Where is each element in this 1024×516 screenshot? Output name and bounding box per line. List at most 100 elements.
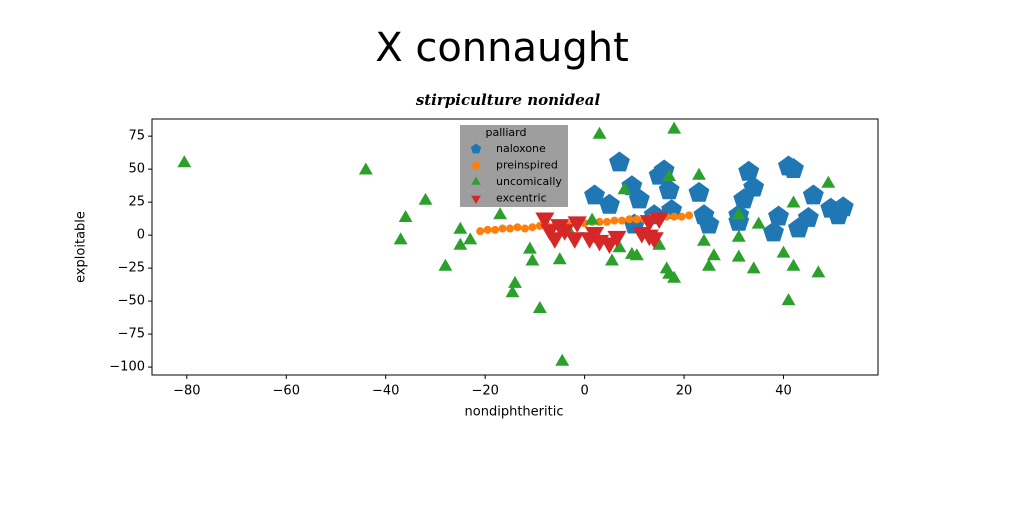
point (358, 162, 373, 175)
point (649, 212, 669, 229)
plot-area (177, 121, 854, 366)
legend-label: uncomically (496, 175, 562, 188)
point (644, 232, 664, 249)
point (520, 224, 529, 233)
point (763, 221, 784, 242)
x-axis-label: nondiphtheritic (465, 405, 564, 420)
point (523, 241, 537, 254)
point (592, 126, 607, 139)
point (177, 155, 192, 168)
point (505, 285, 520, 298)
point (628, 188, 650, 209)
point (821, 175, 836, 188)
point (453, 237, 468, 250)
legend: palliard naloxone preinspired uncomically ex… (460, 125, 568, 207)
point (463, 232, 478, 245)
point (783, 158, 804, 178)
legend-marker (470, 143, 482, 154)
point (609, 151, 630, 172)
point (731, 249, 746, 262)
point (508, 275, 522, 288)
axes-frame (151, 118, 879, 376)
point (438, 258, 453, 271)
x-tick-label: 20 (676, 384, 693, 399)
point (584, 184, 605, 205)
point (731, 207, 746, 220)
point (605, 253, 619, 266)
y-tick-label: 50 (128, 162, 145, 177)
point (498, 224, 507, 233)
point (599, 193, 620, 214)
point (398, 210, 413, 222)
point (738, 160, 760, 181)
y-tick-label: 75 (128, 129, 145, 144)
legend-label: preinspired (496, 159, 558, 172)
point (617, 216, 626, 225)
point (632, 227, 652, 244)
point (617, 182, 632, 195)
point (585, 227, 605, 244)
point (827, 204, 849, 225)
point (393, 232, 408, 245)
point (585, 212, 599, 225)
point (698, 213, 720, 234)
point (677, 212, 686, 221)
point (555, 353, 570, 366)
point (670, 212, 679, 221)
point (802, 184, 824, 205)
point (525, 253, 540, 266)
x-tick-label: −40 (372, 384, 399, 399)
point (629, 248, 644, 261)
point (453, 221, 468, 234)
chart-subtitle: stirpiculture nonideal (416, 91, 601, 109)
point (776, 245, 791, 258)
y-tick-label: 25 (128, 195, 145, 210)
legend-label: excentric (496, 192, 547, 205)
point (811, 265, 826, 278)
x-tick-label: 0 (580, 384, 588, 399)
point (552, 252, 567, 265)
point (610, 216, 619, 225)
point (513, 223, 522, 232)
point (532, 301, 547, 313)
point (493, 207, 507, 220)
y-tick-label: −100 (109, 360, 145, 375)
point (728, 210, 750, 231)
point (632, 215, 641, 224)
point (483, 225, 492, 234)
point (506, 224, 515, 233)
x-tick-label: −80 (173, 384, 200, 399)
point (555, 224, 575, 241)
point (768, 205, 789, 226)
point (786, 195, 801, 208)
y-tick-label: −50 (118, 294, 145, 309)
point (692, 167, 706, 180)
point (491, 225, 500, 234)
point (697, 233, 711, 246)
point (667, 121, 682, 134)
point (688, 181, 710, 202)
point (743, 176, 765, 197)
point (535, 212, 555, 229)
point (658, 179, 680, 200)
point (662, 169, 677, 182)
point (786, 258, 801, 271)
legend-marker (472, 161, 480, 170)
point (625, 215, 634, 224)
point (567, 216, 587, 233)
x-tick-label: −60 (273, 384, 300, 399)
point (528, 223, 537, 232)
point (685, 211, 694, 220)
point (788, 217, 809, 238)
point (751, 216, 766, 229)
legend-title: palliard (486, 126, 527, 139)
point (707, 248, 721, 261)
point (600, 237, 619, 254)
point (702, 258, 716, 271)
y-tick-label: −75 (118, 327, 145, 342)
point (746, 261, 761, 274)
point (476, 227, 485, 236)
point (565, 232, 585, 249)
y-tick-label: −25 (118, 261, 145, 276)
